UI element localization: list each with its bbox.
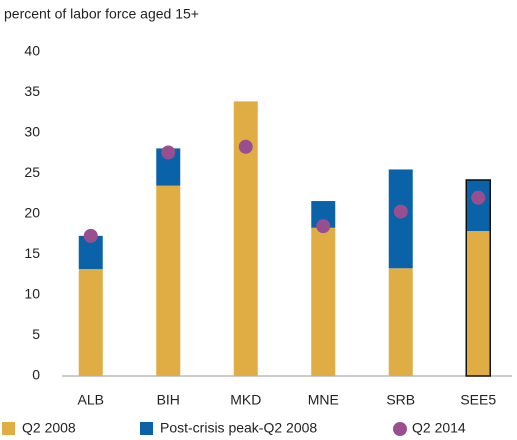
bar-segment (388, 268, 413, 376)
y-tick-label: 40 (24, 43, 40, 59)
y-tick-label: 15 (24, 245, 40, 261)
bar-segment (78, 269, 103, 376)
bar-segment (466, 179, 491, 232)
x-tick-label: BIH (157, 392, 180, 408)
y-tick-label: 20 (24, 205, 40, 221)
legend-swatch (2, 422, 15, 435)
x-tick-label: SEE5 (460, 392, 496, 408)
dot (316, 219, 331, 234)
dot (471, 190, 486, 205)
bar-segment (311, 227, 336, 376)
bar-outline (465, 179, 491, 377)
x-tick-label: ALB (78, 392, 104, 408)
y-tick-label: 10 (24, 286, 40, 302)
legend-label: Q2 2008 (22, 420, 76, 436)
bar-segment (466, 231, 491, 376)
y-tick-label: 0 (32, 367, 40, 383)
legend-swatch (140, 422, 153, 435)
y-tick-label: 5 (32, 326, 40, 342)
dot (393, 204, 408, 219)
y-tick-label: 25 (24, 164, 40, 180)
legend-label: Post-crisis peak-Q2 2008 (160, 420, 317, 436)
legend-swatch (393, 422, 407, 436)
y-tick-label: 35 (24, 83, 40, 99)
dot (161, 145, 176, 160)
chart-subtitle: percent of labor force aged 15+ (4, 6, 199, 22)
x-tick-label: SRB (386, 392, 415, 408)
x-tick-label: MNE (308, 392, 339, 408)
x-tick-label: MKD (230, 392, 261, 408)
legend-label: Q2 2014 (412, 420, 466, 436)
bar-segment (156, 185, 181, 376)
y-tick-label: 30 (24, 124, 40, 140)
dot (83, 228, 98, 243)
dot (238, 139, 253, 154)
bar-segment (388, 169, 413, 269)
